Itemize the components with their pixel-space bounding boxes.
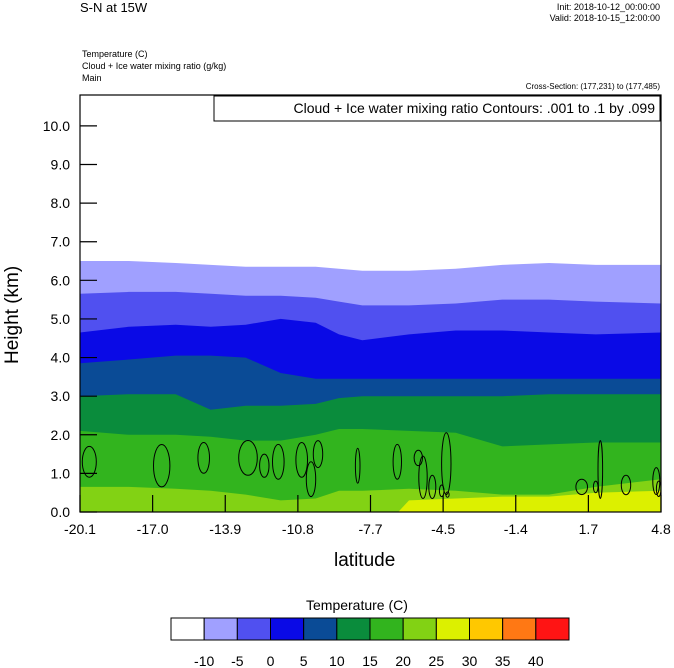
x-axis-label: latitude (334, 550, 396, 571)
x-tick-label: -17.0 (137, 521, 169, 537)
cloud-contour-0 (81, 445, 97, 478)
colorbar-swatch-0 (170, 617, 205, 641)
cloud-contours (81, 432, 661, 499)
cloud-contour-20 (620, 474, 632, 496)
field-label-main: Main (82, 73, 102, 83)
colorbar-label: -5 (231, 653, 244, 668)
cloud-contour-17 (575, 478, 589, 496)
x-axis: -20.1 -17.0 -13.9 -10.8 -7.7 -4.5 -1.4 1.7 4.8 (64, 495, 671, 537)
cloud-contour-6 (295, 442, 309, 478)
temperature-bands (80, 95, 661, 512)
field-label-temperature: Temperature (C) (82, 49, 148, 59)
x-tick-label: 4.8 (651, 521, 671, 537)
x-tick-label: -13.9 (209, 521, 241, 537)
cloud-contour-8 (312, 440, 324, 469)
colorbar-swatch-7 (402, 617, 437, 641)
colorbar-swatch-10 (502, 617, 537, 641)
colorbar-label: 0 (267, 653, 275, 668)
cloud-contour-10 (392, 443, 402, 480)
y-tick-label: 4.0 (51, 350, 71, 366)
x-tick-label: -20.1 (64, 521, 96, 537)
init-time-label: Init: 2018-10-12_00:00:00 (556, 2, 660, 12)
cloud-contour-3 (238, 440, 258, 476)
x-tick-label: -10.8 (282, 521, 314, 537)
cloud-contour-2 (197, 442, 210, 474)
y-tick-label: 8.0 (51, 195, 71, 211)
cloud-contour-9 (354, 447, 361, 484)
y-tick-label: 6.0 (51, 272, 71, 288)
colorbar-label: 25 (429, 653, 445, 668)
cloud-contour-13 (428, 474, 437, 499)
band-above-15C (80, 429, 661, 512)
colorbar-swatch-8 (435, 617, 471, 641)
cloud-contour-16 (445, 491, 450, 498)
y-axis: 0.0 1.0 2.0 3.0 4.0 5.0 6.0 7.0 8.0 9.0 10.0 (43, 118, 97, 520)
y-tick-label: 10.0 (43, 118, 70, 134)
y-tick-label: 0.0 (51, 504, 71, 520)
cloud-contour-12 (418, 455, 428, 499)
x-tick-label: -1.4 (504, 521, 528, 537)
x-tick-label: -4.5 (431, 521, 455, 537)
colorbar-label: 35 (495, 653, 511, 668)
colorbar: -10 -5 0 5 10 15 20 25 30 35 40 (170, 617, 570, 668)
cloud-contour-19 (597, 440, 604, 499)
cloud-contour-1 (153, 444, 171, 488)
y-tick-label: 7.0 (51, 234, 71, 250)
colorbar-label: -10 (194, 653, 214, 668)
cross-section-label: Cross-Section: (177,231) to (177,485) (525, 82, 660, 91)
cloud-contour-11 (413, 449, 423, 467)
y-axis-label: Height (km) (2, 265, 23, 364)
colorbar-label: 30 (462, 653, 478, 668)
colorbar-swatch-9 (469, 617, 504, 641)
colorbar-swatch-2 (236, 617, 271, 641)
colorbar-swatch-6 (369, 617, 404, 641)
cloud-contour-5 (272, 443, 285, 480)
contour-note-text: Cloud + Ice water mixing ratio Contours:… (294, 100, 656, 116)
colorbar-label: 15 (362, 653, 378, 668)
colorbar-label: 20 (395, 653, 411, 668)
colorbar-swatch-11 (535, 617, 570, 641)
y-tick-label: 3.0 (51, 388, 71, 404)
field-label-cloud-ice: Cloud + Ice water mixing ratio (g/kg) (82, 61, 227, 71)
colorbar-title: Temperature (C) (306, 597, 408, 613)
plot-title: S-N at 15W (80, 0, 148, 15)
colorbar-swatch-5 (336, 617, 371, 641)
cloud-contour-4 (259, 453, 270, 478)
colorbar-swatch-1 (203, 617, 238, 641)
y-tick-label: 2.0 (51, 427, 71, 443)
valid-time-label: Valid: 2018-10-15_12:00:00 (549, 13, 660, 23)
colorbar-label: 40 (528, 653, 544, 668)
y-tick-label: 1.0 (51, 465, 71, 481)
cloud-contour-15 (438, 484, 445, 498)
colorbar-label: 10 (329, 653, 345, 668)
colorbar-swatch-3 (270, 617, 305, 641)
cloud-contour-7 (305, 461, 317, 498)
colorbar-label: 5 (300, 653, 308, 668)
cloud-contour-22 (655, 480, 661, 497)
contour-note-box: Cloud + Ice water mixing ratio Contours:… (213, 95, 661, 122)
x-tick-label: 1.7 (579, 521, 599, 537)
contour-note-background (213, 95, 661, 122)
x-tick-label: -7.7 (358, 521, 382, 537)
colorbar-swatch-4 (303, 617, 338, 641)
y-tick-label: 9.0 (51, 157, 71, 173)
y-tick-label: 5.0 (51, 311, 71, 327)
